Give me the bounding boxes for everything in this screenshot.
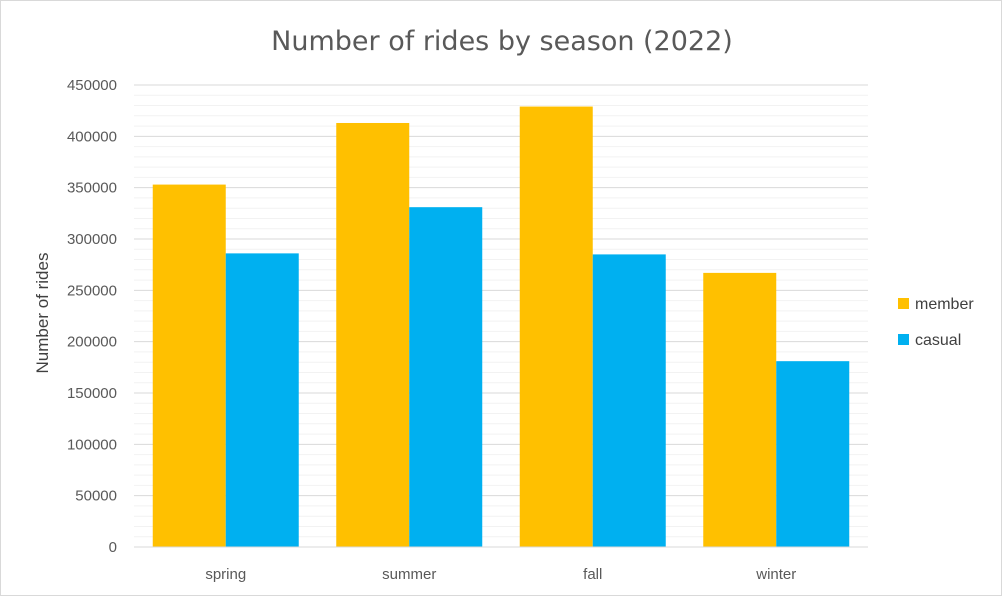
y-tick-label: 150000: [67, 385, 117, 402]
y-tick-label: 250000: [67, 282, 117, 299]
y-tick-label: 300000: [67, 231, 117, 248]
y-tick-label: 350000: [67, 180, 117, 197]
y-axis-title: Number of rides: [33, 253, 52, 374]
bar-casual-summer: [409, 207, 483, 547]
bar-member-winter: [703, 272, 777, 547]
y-tick-label: 0: [109, 539, 117, 556]
y-tick-label: 200000: [67, 334, 117, 351]
bars: [152, 106, 850, 547]
bar-casual-fall: [592, 254, 666, 547]
y-tick-label: 50000: [75, 488, 117, 505]
x-tick-label: summer: [382, 566, 436, 583]
legend-label-member: member: [915, 296, 974, 313]
y-tick-label: 400000: [67, 128, 117, 145]
axes: 0 50000 100000 150000 200000 250000 300000 3500…: [67, 77, 868, 583]
x-tick-label: spring: [205, 566, 246, 583]
chart-title: Number of rides by season (2022): [271, 26, 733, 57]
bar-casual-spring: [225, 253, 299, 547]
bar-member-fall: [519, 106, 593, 547]
x-tick-label: winter: [755, 566, 796, 583]
legend: member casual: [898, 296, 974, 349]
bar-casual-winter: [776, 361, 850, 547]
legend-swatch-member: [898, 298, 909, 309]
y-tick-label: 450000: [67, 77, 117, 94]
y-tick-label: 100000: [67, 436, 117, 453]
legend-swatch-casual: [898, 334, 909, 345]
legend-label-casual: casual: [915, 332, 961, 349]
bar-member-spring: [152, 184, 226, 547]
x-tick-label: fall: [583, 566, 602, 583]
bar-member-summer: [336, 122, 410, 547]
